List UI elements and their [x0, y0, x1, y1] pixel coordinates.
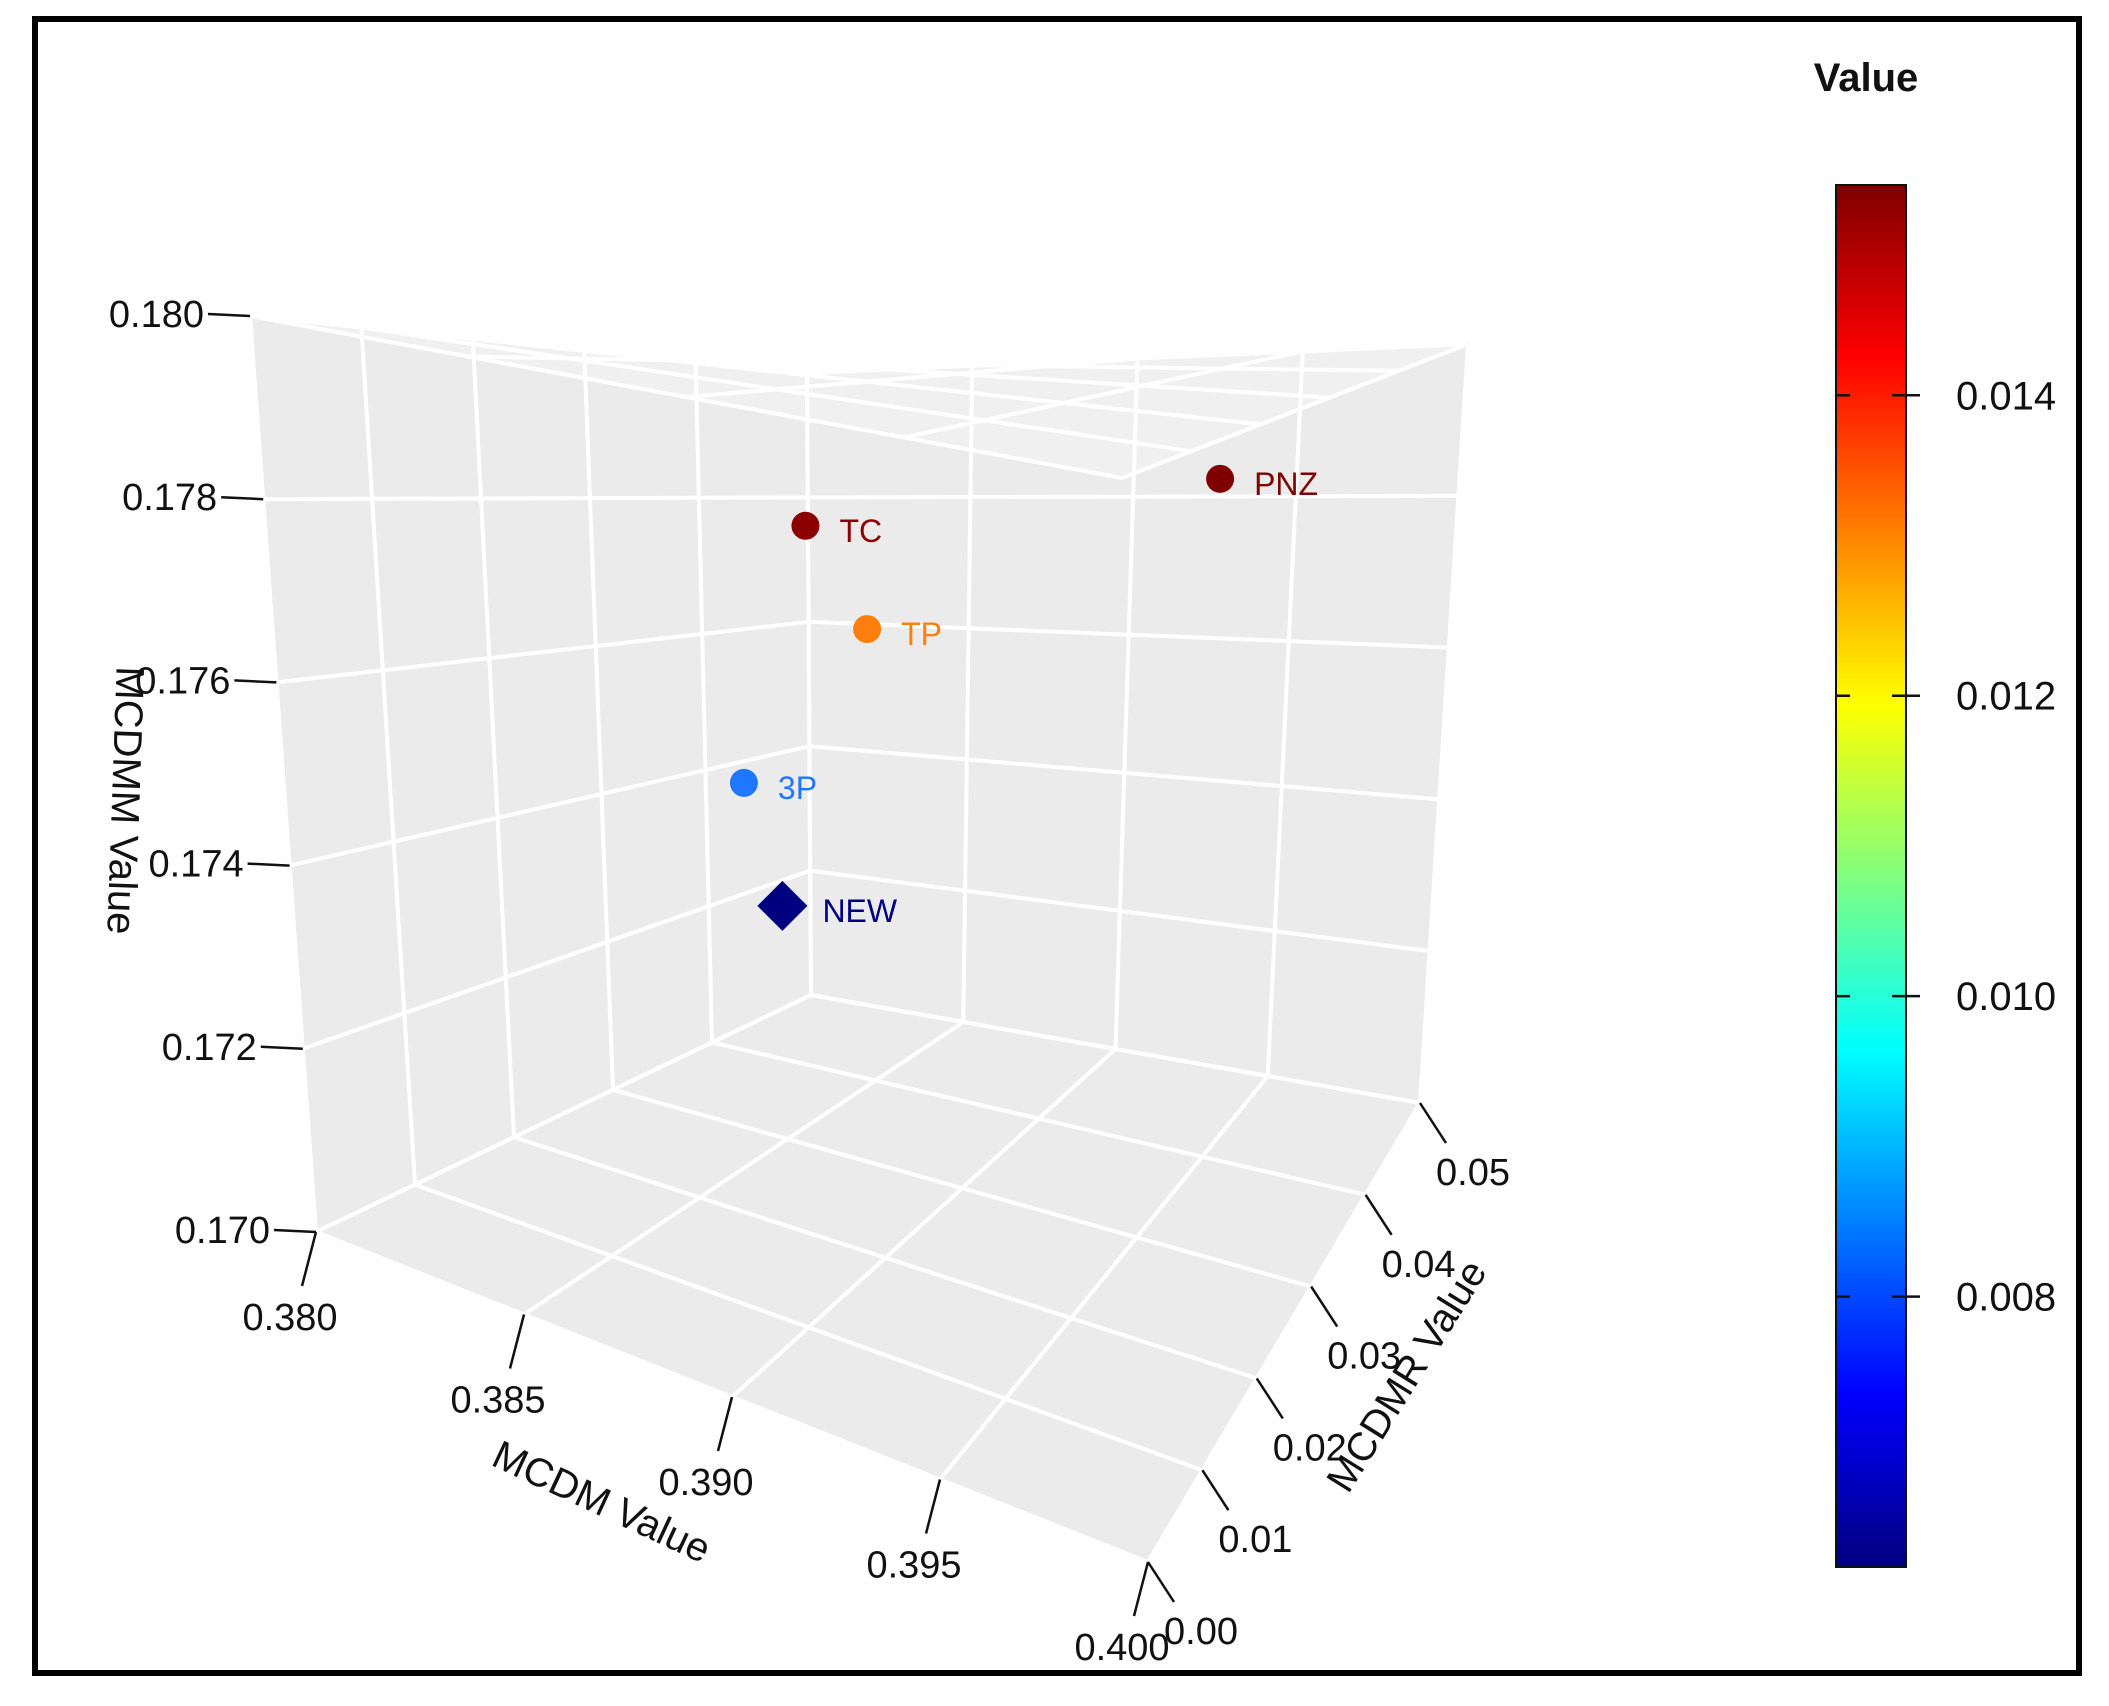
left-gridline-y-2 [470, 338, 516, 1138]
colorbar-gradient [1835, 184, 1907, 1568]
left-gridline-y-3 [582, 350, 615, 1090]
z-tick-label-5: 0.180 [109, 294, 204, 336]
point-tp-label: TP [901, 616, 942, 652]
top-gridline-x-4 [1121, 342, 1469, 480]
colorbar-tick-label-2: 0.012 [1956, 675, 2056, 719]
back-gridline-z-0 [810, 993, 1421, 1105]
point-tc-marker [791, 511, 820, 540]
y-tick-2 [1255, 1377, 1284, 1420]
y-tick-label-1: 0.01 [1218, 1519, 1292, 1561]
z-tick-1 [260, 1045, 303, 1051]
left-gridline-z-4 [263, 495, 808, 502]
point-tc-label: TC [839, 513, 882, 549]
x-tick-1 [508, 1314, 526, 1369]
z-tick-label-0: 0.170 [175, 1210, 270, 1252]
top-gridline-y-4 [695, 359, 1399, 373]
z-tick-0 [273, 1228, 317, 1234]
floor-gridline-x-4 [1146, 1101, 1422, 1564]
y-tick-label-0: 0.00 [1164, 1611, 1238, 1653]
z-tick-label-2: 0.174 [149, 844, 244, 886]
x-tick-4 [1132, 1561, 1150, 1617]
pane-group [249, 315, 1469, 1563]
left-gridline-z-5 [249, 314, 808, 375]
colorbar-tick-group: 0.008 0.010 0.012 0.014 [1836, 374, 2056, 1320]
floor-gridline-x-1 [522, 1020, 965, 1317]
y-tick-4 [1364, 1194, 1393, 1236]
colorbar-tick-label-3: 0.014 [1956, 374, 2056, 418]
back-gridline-z-3 [808, 619, 1449, 650]
point-3p-marker [729, 768, 758, 797]
floor-gridline-x-2 [730, 1047, 1117, 1399]
point-pnz-label: PNZ [1254, 466, 1318, 502]
z-tick-label-4: 0.178 [122, 477, 217, 519]
point-new-marker [757, 880, 808, 931]
y-tick-5 [1418, 1102, 1448, 1144]
top-gridline-x-3 [903, 349, 1304, 440]
z-tick-4 [221, 495, 264, 501]
point-tp-marker [853, 615, 882, 644]
z-tick-5 [207, 312, 251, 318]
x-tick-2 [716, 1396, 734, 1452]
y-tick-1 [1201, 1469, 1230, 1511]
left-gridline-z-2 [289, 744, 810, 868]
floor-gridline-y-4 [711, 1040, 1367, 1197]
point-group: TC PNZ TP 3P NEW [729, 464, 1318, 931]
x-tick-3 [924, 1479, 942, 1534]
left-gridline-y-4 [693, 361, 714, 1043]
left-gridline-z-3 [276, 619, 809, 685]
back-gridline-x-3 [1265, 351, 1305, 1077]
top-gridline-y-1 [361, 325, 1192, 454]
y-tick-label-4: 0.04 [1382, 1244, 1456, 1286]
left-gridline-z-0 [315, 993, 812, 1234]
y-tick-label-5: 0.05 [1436, 1152, 1510, 1194]
left-gridline-y-1 [359, 327, 417, 1185]
left-gridline-y-5 [805, 372, 813, 996]
colorbar: Value 0.008 0.010 0.012 0.014 [1814, 56, 2056, 1568]
x-tick-label-4: 0.400 [1074, 1627, 1169, 1669]
y-tick-label-2: 0.02 [1273, 1427, 1347, 1469]
y-tick-3 [1310, 1285, 1339, 1328]
x-tick-label-3: 0.395 [866, 1545, 961, 1587]
x-tick-label-1: 0.385 [450, 1380, 545, 1422]
top-gridline-y-0 [249, 314, 1123, 480]
back-gridline-z-5 [806, 342, 1469, 375]
floor-gridline-y-1 [414, 1182, 1204, 1473]
x-tick-0 [300, 1231, 318, 1287]
floor-gridline-y-2 [513, 1135, 1258, 1381]
z-tick-2 [247, 862, 290, 867]
grid-group [248, 314, 1470, 1564]
colorbar-tick-label-0: 0.008 [1956, 1276, 2056, 1320]
left-gridline-y-0 [248, 315, 318, 1233]
point-new-label: NEW [822, 893, 897, 929]
back-gridline-z-1 [809, 868, 1430, 954]
back-gridline-x-1 [961, 365, 975, 1023]
z-axis-title: MCDMM Value [98, 666, 151, 936]
z-tick-3 [234, 679, 277, 684]
point-pnz-marker [1206, 464, 1235, 493]
x-tick-label-2: 0.390 [658, 1462, 753, 1504]
left-gridline-z-1 [302, 868, 811, 1051]
colorbar-tick-label-1: 0.010 [1956, 975, 2056, 1019]
colorbar-title: Value [1814, 56, 1919, 100]
point-3p-label: 3P [778, 770, 817, 806]
y-tick-0 [1146, 1561, 1176, 1603]
y-tick-label-3: 0.03 [1327, 1336, 1401, 1378]
top-gridline-y-3 [584, 348, 1330, 400]
z-tick-label-1: 0.172 [162, 1027, 257, 1069]
floor-gridline-x-3 [938, 1074, 1270, 1481]
x-tick-label-0: 0.380 [242, 1297, 337, 1339]
back-gridline-z-2 [809, 744, 1440, 802]
z-tick-label-3: 0.176 [135, 660, 230, 702]
back-gridline-z-4 [807, 493, 1459, 500]
back-gridline-x-4 [1418, 343, 1470, 1104]
floor-gridline-y-3 [612, 1087, 1312, 1289]
